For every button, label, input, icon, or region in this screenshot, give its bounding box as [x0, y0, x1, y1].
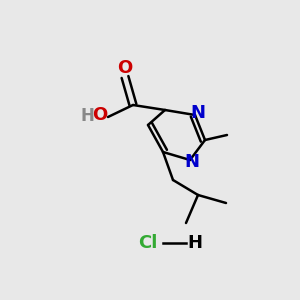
Text: H: H: [80, 107, 94, 125]
Text: N: N: [190, 104, 206, 122]
Text: Cl: Cl: [138, 234, 158, 252]
Text: O: O: [117, 59, 133, 77]
Text: O: O: [92, 106, 108, 124]
Text: H: H: [188, 234, 202, 252]
Text: N: N: [184, 153, 200, 171]
